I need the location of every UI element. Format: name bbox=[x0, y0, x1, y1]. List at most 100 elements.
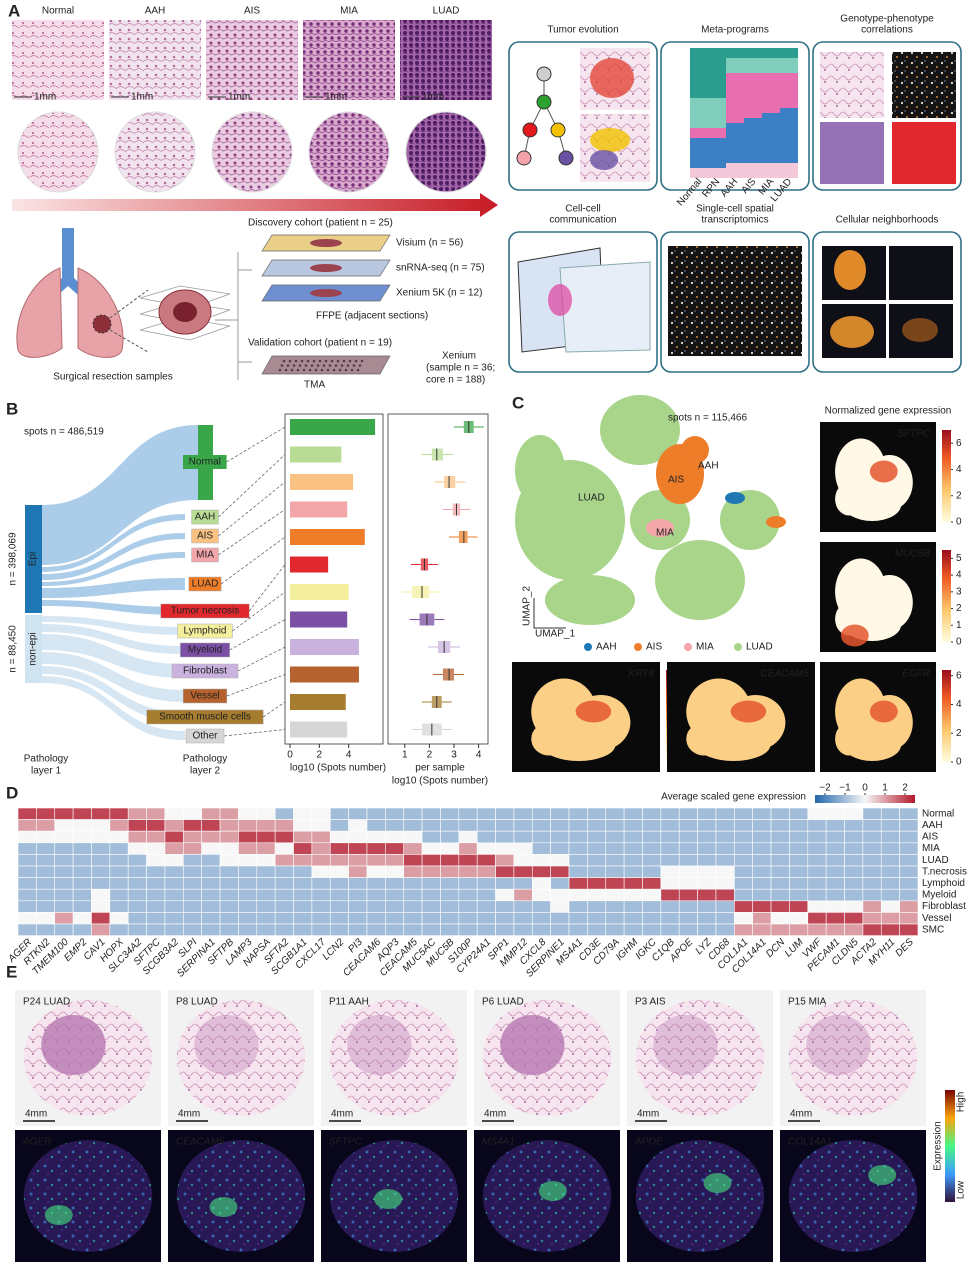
colorbar bbox=[815, 795, 915, 803]
heatmap-cell bbox=[293, 842, 313, 855]
connector bbox=[232, 591, 286, 632]
histology-image bbox=[303, 20, 395, 100]
heatmap-cell bbox=[146, 877, 166, 890]
colorbar bbox=[942, 550, 951, 642]
layer2-node bbox=[180, 642, 230, 658]
heatmap-cell bbox=[17, 807, 37, 820]
heatmap-cell bbox=[293, 923, 313, 936]
heatmap-cell bbox=[311, 830, 331, 844]
tma-core bbox=[344, 368, 348, 372]
expression-hotspot bbox=[869, 460, 898, 483]
heatmap-cell bbox=[880, 842, 900, 855]
heatmap-cell bbox=[385, 888, 405, 902]
heatmap-cell bbox=[54, 807, 74, 820]
heatmap-cell bbox=[17, 865, 37, 878]
heatmap-cell bbox=[660, 900, 680, 913]
legend-label: AAH bbox=[596, 642, 617, 653]
heatmap-cell bbox=[219, 888, 239, 902]
xenium-tissue bbox=[635, 1140, 765, 1252]
heatmap-cell bbox=[458, 912, 478, 925]
heatmap-cell bbox=[642, 819, 662, 832]
histology-image bbox=[206, 20, 298, 100]
heatmap-cell bbox=[495, 854, 515, 867]
tma-core bbox=[310, 364, 314, 367]
heatmap-cell bbox=[513, 807, 533, 820]
heatmap-cell bbox=[789, 865, 809, 878]
total-label: spots n = 486,519 bbox=[24, 427, 104, 438]
tma-core bbox=[348, 359, 352, 363]
connector bbox=[226, 426, 286, 463]
heatmap-cell bbox=[752, 830, 772, 844]
expression-hotspot bbox=[730, 700, 767, 723]
heatmap-cell bbox=[825, 807, 845, 820]
colorbar-tick-label: 1 bbox=[956, 620, 962, 631]
heatmap-cell bbox=[825, 842, 845, 855]
heatmap-cell bbox=[531, 900, 551, 913]
heatmap-cell bbox=[844, 842, 864, 855]
x-tick-label: 0 bbox=[287, 750, 293, 761]
heatmap-cell bbox=[329, 842, 349, 855]
legend-label: LUAD bbox=[746, 642, 773, 653]
scale-label: 4mm bbox=[178, 1109, 200, 1120]
heatmap-cell bbox=[201, 865, 221, 878]
heatmap-cell bbox=[183, 842, 202, 855]
stage-label: Normal bbox=[42, 6, 74, 17]
heatmap-cell bbox=[697, 912, 717, 925]
meta-program-segment bbox=[780, 73, 798, 108]
heatmap-cell bbox=[421, 865, 441, 878]
heatmap-cell bbox=[440, 807, 460, 820]
heatmap-cell bbox=[274, 923, 294, 936]
heatmap-cell bbox=[807, 819, 827, 832]
heatmap-cell bbox=[513, 830, 533, 844]
connector bbox=[223, 729, 286, 737]
heatmap-cell bbox=[587, 888, 607, 902]
heatmap-cell bbox=[678, 888, 698, 902]
heatmap-cell bbox=[568, 923, 588, 936]
layer2-node bbox=[183, 455, 227, 469]
heatmap-cell bbox=[54, 854, 74, 867]
slide-label: snRNA-seq (n = 75) bbox=[396, 263, 485, 274]
heatmap-cell bbox=[605, 877, 625, 890]
gene-label: CEACAM5 bbox=[176, 1137, 225, 1148]
heatmap-cell bbox=[623, 865, 643, 878]
connector bbox=[237, 646, 286, 672]
heatmap-cell bbox=[513, 842, 533, 855]
heatmap-cell bbox=[458, 877, 478, 890]
heatmap-cell bbox=[72, 865, 92, 878]
heatmap-cell bbox=[770, 923, 790, 936]
tma-core bbox=[298, 364, 302, 367]
heatmap-cell bbox=[495, 807, 515, 820]
neighborhood bbox=[834, 250, 866, 290]
tma-core bbox=[356, 368, 360, 372]
connector bbox=[226, 674, 286, 697]
heatmap-cell bbox=[164, 854, 184, 867]
tma-core bbox=[354, 359, 358, 363]
analysis-title: Cellular neighborhoods bbox=[836, 215, 939, 226]
sc-image bbox=[668, 246, 802, 356]
tma-core bbox=[300, 359, 304, 363]
heatmap-cell bbox=[311, 900, 331, 913]
layer-title: Pathology bbox=[24, 754, 68, 765]
heatmap-cell bbox=[238, 877, 258, 890]
cohort-note: core n = 188) bbox=[426, 375, 485, 386]
row-label: T.necrosis bbox=[922, 866, 967, 877]
heatmap-cell bbox=[789, 807, 809, 820]
heatmap-cell bbox=[844, 912, 864, 925]
expression-cloud bbox=[531, 722, 567, 756]
heatmap-cell bbox=[734, 888, 753, 902]
heatmap-cell bbox=[146, 830, 166, 844]
heatmap-cell bbox=[146, 900, 166, 913]
meta-program-segment bbox=[690, 128, 708, 138]
heatmap-cell bbox=[385, 830, 405, 844]
x-tick-label: 4 bbox=[346, 750, 352, 761]
tma-core bbox=[284, 368, 288, 372]
heatmap-cell bbox=[421, 854, 441, 867]
heatmap-cell bbox=[734, 923, 753, 936]
heatmap-cell bbox=[146, 807, 166, 820]
heatmap-cell bbox=[531, 842, 551, 855]
umap-cluster bbox=[766, 516, 786, 528]
meta-program-segment bbox=[762, 163, 780, 178]
heatmap-cell bbox=[421, 842, 441, 855]
heatmap-cell bbox=[329, 923, 349, 936]
heatmap-cell bbox=[550, 923, 570, 936]
